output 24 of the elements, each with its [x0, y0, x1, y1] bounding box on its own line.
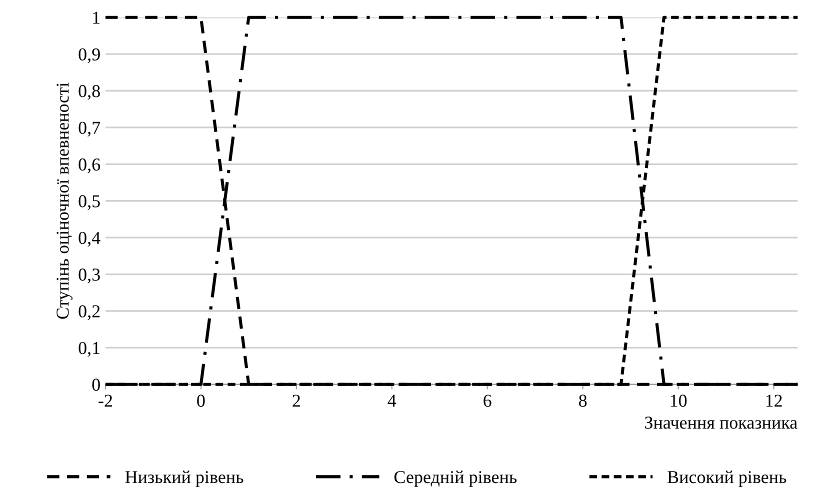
y-tick-label: 0 [92, 378, 100, 391]
x-axis-title: Значення показника [645, 416, 798, 429]
y-tick-label: 0,7 [78, 122, 100, 137]
legend-label: Низький рівень [125, 470, 244, 487]
y-tick-label: 0,1 [78, 342, 100, 357]
x-tick-label: 10 [670, 394, 687, 407]
y-tick-label: 0,2 [78, 305, 100, 320]
x-tick-label: 4 [388, 394, 396, 407]
x-tick-label: 8 [579, 394, 587, 407]
x-tick-label: 6 [484, 394, 492, 407]
y-tick-label: 0,5 [78, 195, 100, 210]
y-tick-label: 0,3 [78, 268, 100, 284]
x-tick-label: 12 [766, 394, 782, 407]
legend-label: Високий рівень [668, 470, 786, 487]
x-tick-label: -2 [98, 394, 112, 407]
y-tick-label: 0,9 [78, 48, 100, 64]
y-tick-label: 0,8 [78, 85, 100, 100]
y-tick-label: 0,4 [78, 232, 100, 247]
legend-label: Середній рівень [394, 470, 517, 487]
y-axis-title: Ступінь оціночної впевненості [56, 82, 72, 319]
y-tick-label: 1 [93, 12, 100, 24]
y-tick-label: 0,6 [78, 158, 100, 174]
x-tick-label: 0 [197, 394, 205, 407]
x-tick-label: 2 [292, 394, 300, 407]
